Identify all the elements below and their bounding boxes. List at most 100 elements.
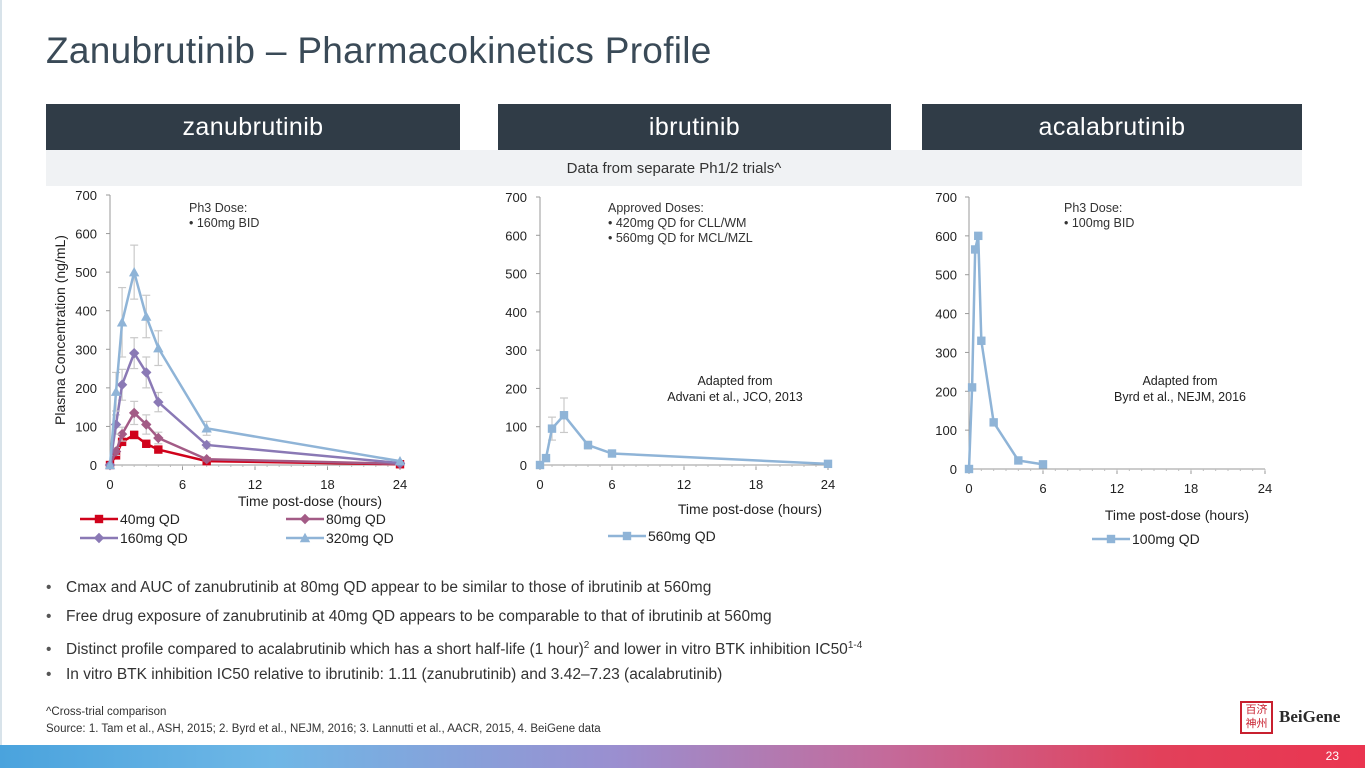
- y-tick-label: 300: [75, 342, 97, 357]
- x-tick-label: 18: [749, 477, 763, 492]
- left-rule: [0, 0, 2, 745]
- y-tick-label: 200: [505, 381, 527, 396]
- y-tick-label: 100: [75, 419, 97, 434]
- y-tick-label: 200: [935, 384, 957, 399]
- chart-source-note: Adapted from: [697, 374, 772, 388]
- x-tick-label: 6: [608, 477, 615, 492]
- y-tick-label: 600: [505, 228, 527, 243]
- x-tick-label: 12: [677, 477, 691, 492]
- data-point: [977, 336, 986, 345]
- series-line: [108, 410, 401, 466]
- y-tick-label: 600: [935, 229, 957, 244]
- source-line: Source: 1. Tam et al., ASH, 2015; 2. Byr…: [46, 723, 601, 735]
- data-point: [201, 454, 212, 465]
- data-point: [583, 440, 593, 450]
- y-tick-label: 400: [75, 304, 97, 319]
- data-point: [989, 418, 998, 427]
- x-tick-label: 18: [320, 477, 334, 492]
- chart-source-note: Advani et al., JCO, 2013: [667, 390, 803, 404]
- data-point: [116, 317, 128, 327]
- y-tick-label: 500: [75, 265, 97, 280]
- data-point: [153, 432, 164, 444]
- data-point: [559, 411, 569, 420]
- logo-text: BeiGene: [1279, 707, 1341, 726]
- header-ibrutinib: ibrutinib: [498, 104, 891, 150]
- data-point: [541, 453, 551, 463]
- data-point: [128, 407, 140, 419]
- y-tick-label: 300: [505, 343, 527, 358]
- legend-label: 560mg QD: [648, 528, 716, 544]
- data-point: [141, 419, 152, 430]
- y-tick-label: 700: [75, 188, 97, 203]
- y-tick-label: 400: [505, 305, 527, 320]
- y-tick-label: 500: [505, 267, 527, 282]
- data-point: [823, 459, 833, 469]
- data-point: [94, 514, 104, 524]
- bullet-list: • Cmax and AUC of zanubrutinib at 80mg QD…: [46, 578, 1046, 694]
- y-tick-label: 400: [935, 307, 957, 322]
- chart-source-note: Byrd et al., NEJM, 2016: [1114, 390, 1246, 404]
- legend-label: 160mg QD: [120, 530, 188, 546]
- x-tick-label: 24: [821, 477, 835, 492]
- x-axis-label: Time post-dose (hours): [678, 501, 822, 517]
- data-point: [154, 445, 163, 454]
- y-tick-label: 200: [75, 381, 97, 396]
- y-tick-label: 100: [505, 420, 527, 435]
- x-tick-label: 24: [1258, 481, 1272, 496]
- data-point: [104, 459, 116, 470]
- legend-label: 40mg QD: [120, 511, 180, 527]
- y-tick-label: 600: [75, 227, 97, 242]
- series-line: [539, 413, 829, 466]
- subheader-band: [46, 150, 1302, 186]
- y-tick-label: 700: [935, 190, 957, 205]
- data-point: [93, 532, 105, 544]
- data-point: [1014, 456, 1023, 465]
- data-point: [116, 428, 128, 440]
- x-tick-label: 0: [106, 477, 113, 492]
- header-zanubrutinib: zanubrutinib: [46, 104, 460, 150]
- data-point: [128, 347, 140, 359]
- data-point: [153, 396, 164, 408]
- page-number: 23: [1325, 749, 1339, 763]
- y-tick-label: 0: [950, 462, 957, 477]
- data-point: [299, 513, 311, 525]
- data-point: [547, 424, 557, 433]
- y-tick-label: 0: [90, 458, 97, 473]
- dose-annotation-heading: Ph3 Dose:: [189, 201, 247, 215]
- y-tick-label: 0: [520, 458, 527, 473]
- bullet-item: • Free drug exposure of zanubrutinib at 4…: [46, 608, 772, 625]
- y-tick-label: 100: [935, 423, 957, 438]
- dose-annotation-item: • 420mg QD for CLL/WM: [608, 216, 746, 230]
- data-point: [141, 367, 152, 378]
- bullet-item: • Cmax and AUC of zanubrutinib at 80mg QD…: [46, 579, 712, 596]
- y-tick-label: 700: [505, 190, 527, 205]
- y-axis-label: Plasma Concentration (ng/mL): [52, 235, 68, 425]
- x-axis-label: Time post-dose (hours): [238, 493, 382, 509]
- x-tick-label: 6: [1039, 481, 1046, 496]
- header-acalabrutinib: acalabrutinib: [922, 104, 1302, 150]
- x-tick-label: 18: [1184, 481, 1198, 496]
- legend-label: 100mg QD: [1132, 531, 1200, 547]
- data-point: [974, 231, 983, 241]
- y-tick-label: 300: [935, 345, 957, 360]
- data-point: [201, 423, 212, 433]
- bullet-item: • In vitro BTK inhibition IC50 relative t…: [46, 666, 723, 683]
- data-point: [394, 455, 406, 466]
- data-point: [153, 342, 164, 353]
- footnote: ^Cross-trial comparison: [46, 706, 167, 718]
- data-point: [299, 532, 311, 543]
- chart-source-note: Adapted from: [1142, 374, 1217, 388]
- data-point: [141, 311, 152, 321]
- data-point: [967, 383, 977, 392]
- data-point: [117, 437, 127, 447]
- data-point: [110, 386, 122, 396]
- bottom-gradient-bar: [0, 745, 1365, 768]
- data-point: [1106, 534, 1116, 544]
- x-tick-label: 24: [393, 477, 407, 492]
- x-tick-label: 12: [1110, 481, 1124, 496]
- data-point: [128, 266, 140, 277]
- y-tick-label: 500: [935, 268, 957, 283]
- x-tick-label: 12: [248, 477, 262, 492]
- subheader-text: Data from separate Ph1/2 trials^: [566, 160, 782, 177]
